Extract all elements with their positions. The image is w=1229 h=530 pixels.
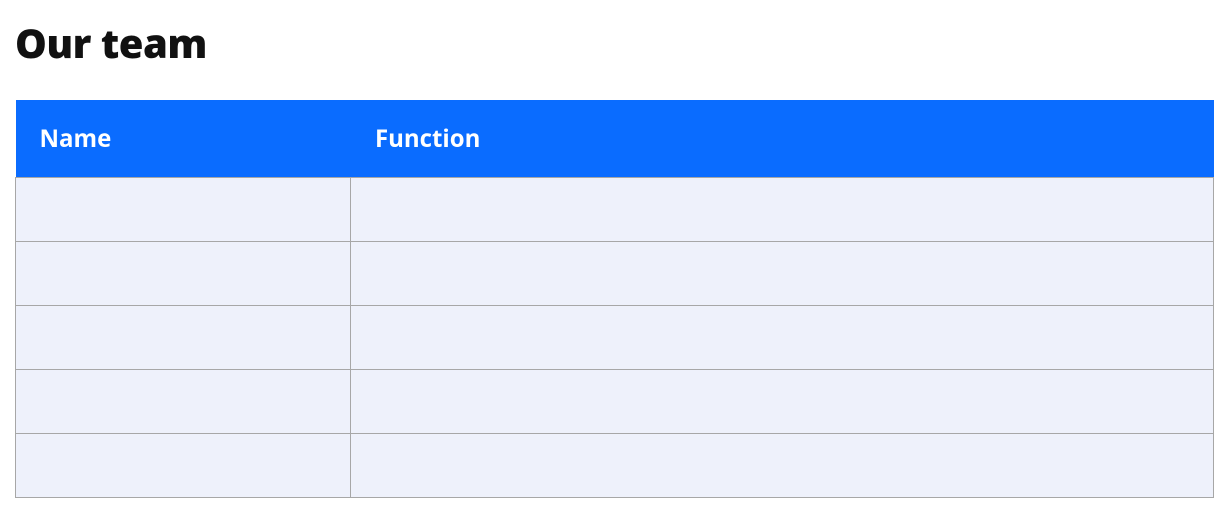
table-row [16,178,1214,242]
column-header-name: Name [16,100,351,178]
page-title: Our team [15,15,1214,70]
table-row [16,434,1214,498]
table-row [16,370,1214,434]
cell-name [16,306,351,370]
cell-name [16,434,351,498]
cell-function [351,178,1214,242]
column-header-function: Function [351,100,1214,178]
table-row [16,242,1214,306]
cell-function [351,370,1214,434]
cell-name [16,178,351,242]
team-table: Name Function [15,100,1214,498]
table-row [16,306,1214,370]
cell-name [16,242,351,306]
team-table-body [16,178,1214,498]
cell-name [16,370,351,434]
cell-function [351,434,1214,498]
cell-function [351,306,1214,370]
team-table-header: Name Function [16,100,1214,178]
cell-function [351,242,1214,306]
